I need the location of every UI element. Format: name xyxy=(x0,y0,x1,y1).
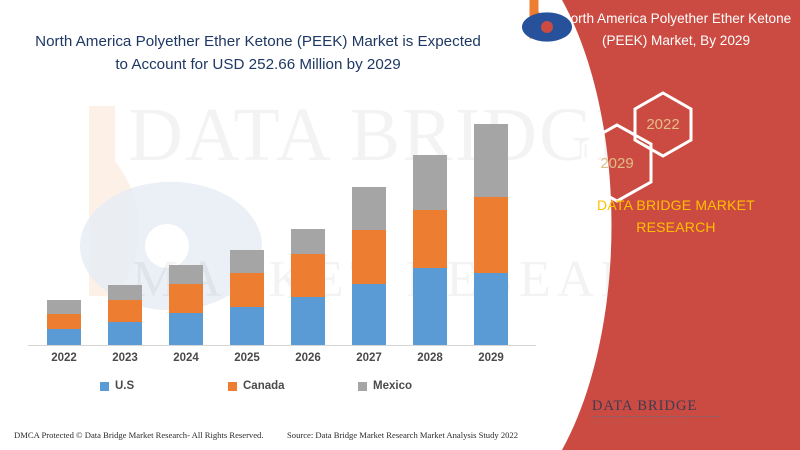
legend-swatch-icon xyxy=(100,381,109,391)
brand-panel: North America Polyether Ether Ketone (PE… xyxy=(520,0,800,450)
hexagon-2029: 2029 xyxy=(580,122,654,204)
bar-segment-mexico xyxy=(47,300,81,314)
page-title: North America Polyether Ether Ketone (PE… xyxy=(35,33,481,73)
bar-2022[interactable] xyxy=(47,300,81,345)
legend-label: Mexico xyxy=(373,380,412,392)
bar-2028[interactable] xyxy=(413,155,447,345)
bar-segment-us xyxy=(169,313,203,345)
bar-segment-canada xyxy=(352,230,386,284)
x-axis-line xyxy=(28,345,536,346)
legend-label: Canada xyxy=(243,380,285,392)
bar-segment-mexico xyxy=(169,265,203,284)
bar-segment-us xyxy=(413,268,447,345)
bar-segment-canada xyxy=(47,314,81,329)
bar-segment-us xyxy=(291,297,325,345)
bar-segment-canada xyxy=(474,197,508,273)
x-tick-2024: 2024 xyxy=(173,352,199,364)
legend-swatch-icon xyxy=(228,381,237,391)
logo-wordmark: DATA BRIDGE MARKET RESEARCH xyxy=(592,398,732,426)
x-tick-2028: 2028 xyxy=(417,352,443,364)
legend-label: U.S xyxy=(115,380,135,392)
bar-segment-mexico xyxy=(230,250,264,273)
bar-segment-canada xyxy=(291,254,325,297)
logo-divider xyxy=(592,416,720,417)
footer-source-text: Source: Data Bridge Market Research Mark… xyxy=(287,430,519,440)
hexagon-outline-icon xyxy=(633,91,693,158)
data-bridge-logo-icon xyxy=(522,0,572,42)
chart-legend: U.S Canada Mexico xyxy=(28,380,528,398)
bar-segment-us xyxy=(108,322,142,345)
stacked-bar-chart: 2022 2023 2024 2025 2026 2027 2028 2029 xyxy=(28,124,536,364)
bar-segment-us xyxy=(230,307,264,345)
bar-segment-us xyxy=(352,284,386,345)
bar-2026[interactable] xyxy=(291,229,325,345)
bar-segment-mexico xyxy=(352,187,386,230)
legend-swatch-icon xyxy=(358,381,367,391)
logo-subtitle-text: MARKET RESEARCH xyxy=(592,419,691,426)
bar-2023[interactable] xyxy=(108,285,142,345)
bar-2027[interactable] xyxy=(352,187,386,345)
bar-2029[interactable] xyxy=(474,124,508,345)
hexagon-2029-label: 2029 xyxy=(600,154,634,172)
hexagon-outline-icon xyxy=(581,123,653,203)
x-tick-2029: 2029 xyxy=(478,352,504,364)
bar-segment-us xyxy=(47,329,81,345)
bar-segment-mexico xyxy=(108,285,142,300)
bar-segment-mexico xyxy=(291,229,325,254)
x-tick-2023: 2023 xyxy=(112,352,138,364)
logo-title-text: DATA BRIDGE xyxy=(592,398,698,414)
panel-title: North America Polyether Ether Ketone (PE… xyxy=(560,11,792,48)
bar-segment-mexico xyxy=(413,155,447,210)
x-tick-2027: 2027 xyxy=(356,352,382,364)
legend-item-us[interactable]: U.S xyxy=(100,380,134,392)
bar-segment-canada xyxy=(413,210,447,268)
x-tick-2026: 2026 xyxy=(295,352,321,364)
bar-segment-canada xyxy=(230,273,264,307)
x-tick-2022: 2022 xyxy=(51,352,77,364)
bar-2024[interactable] xyxy=(169,265,203,345)
panel-background-shape xyxy=(562,0,800,450)
hexagon-2022: 2022 xyxy=(632,90,694,159)
bar-segment-us xyxy=(474,273,508,345)
x-tick-2025: 2025 xyxy=(234,352,260,364)
legend-item-mexico[interactable]: Mexico xyxy=(358,380,412,392)
brand-name-text: DATA BRIDGE MARKET RESEARCH xyxy=(597,197,755,235)
legend-item-canada[interactable]: Canada xyxy=(228,380,285,392)
bar-segment-mexico xyxy=(474,124,508,197)
bar-segment-canada xyxy=(108,300,142,322)
footer-dmca-text: DMCA Protected © Data Bridge Market Rese… xyxy=(14,430,264,440)
bar-segment-canada xyxy=(169,284,203,313)
bar-2025[interactable] xyxy=(230,250,264,345)
hexagon-2022-label: 2022 xyxy=(646,116,680,133)
